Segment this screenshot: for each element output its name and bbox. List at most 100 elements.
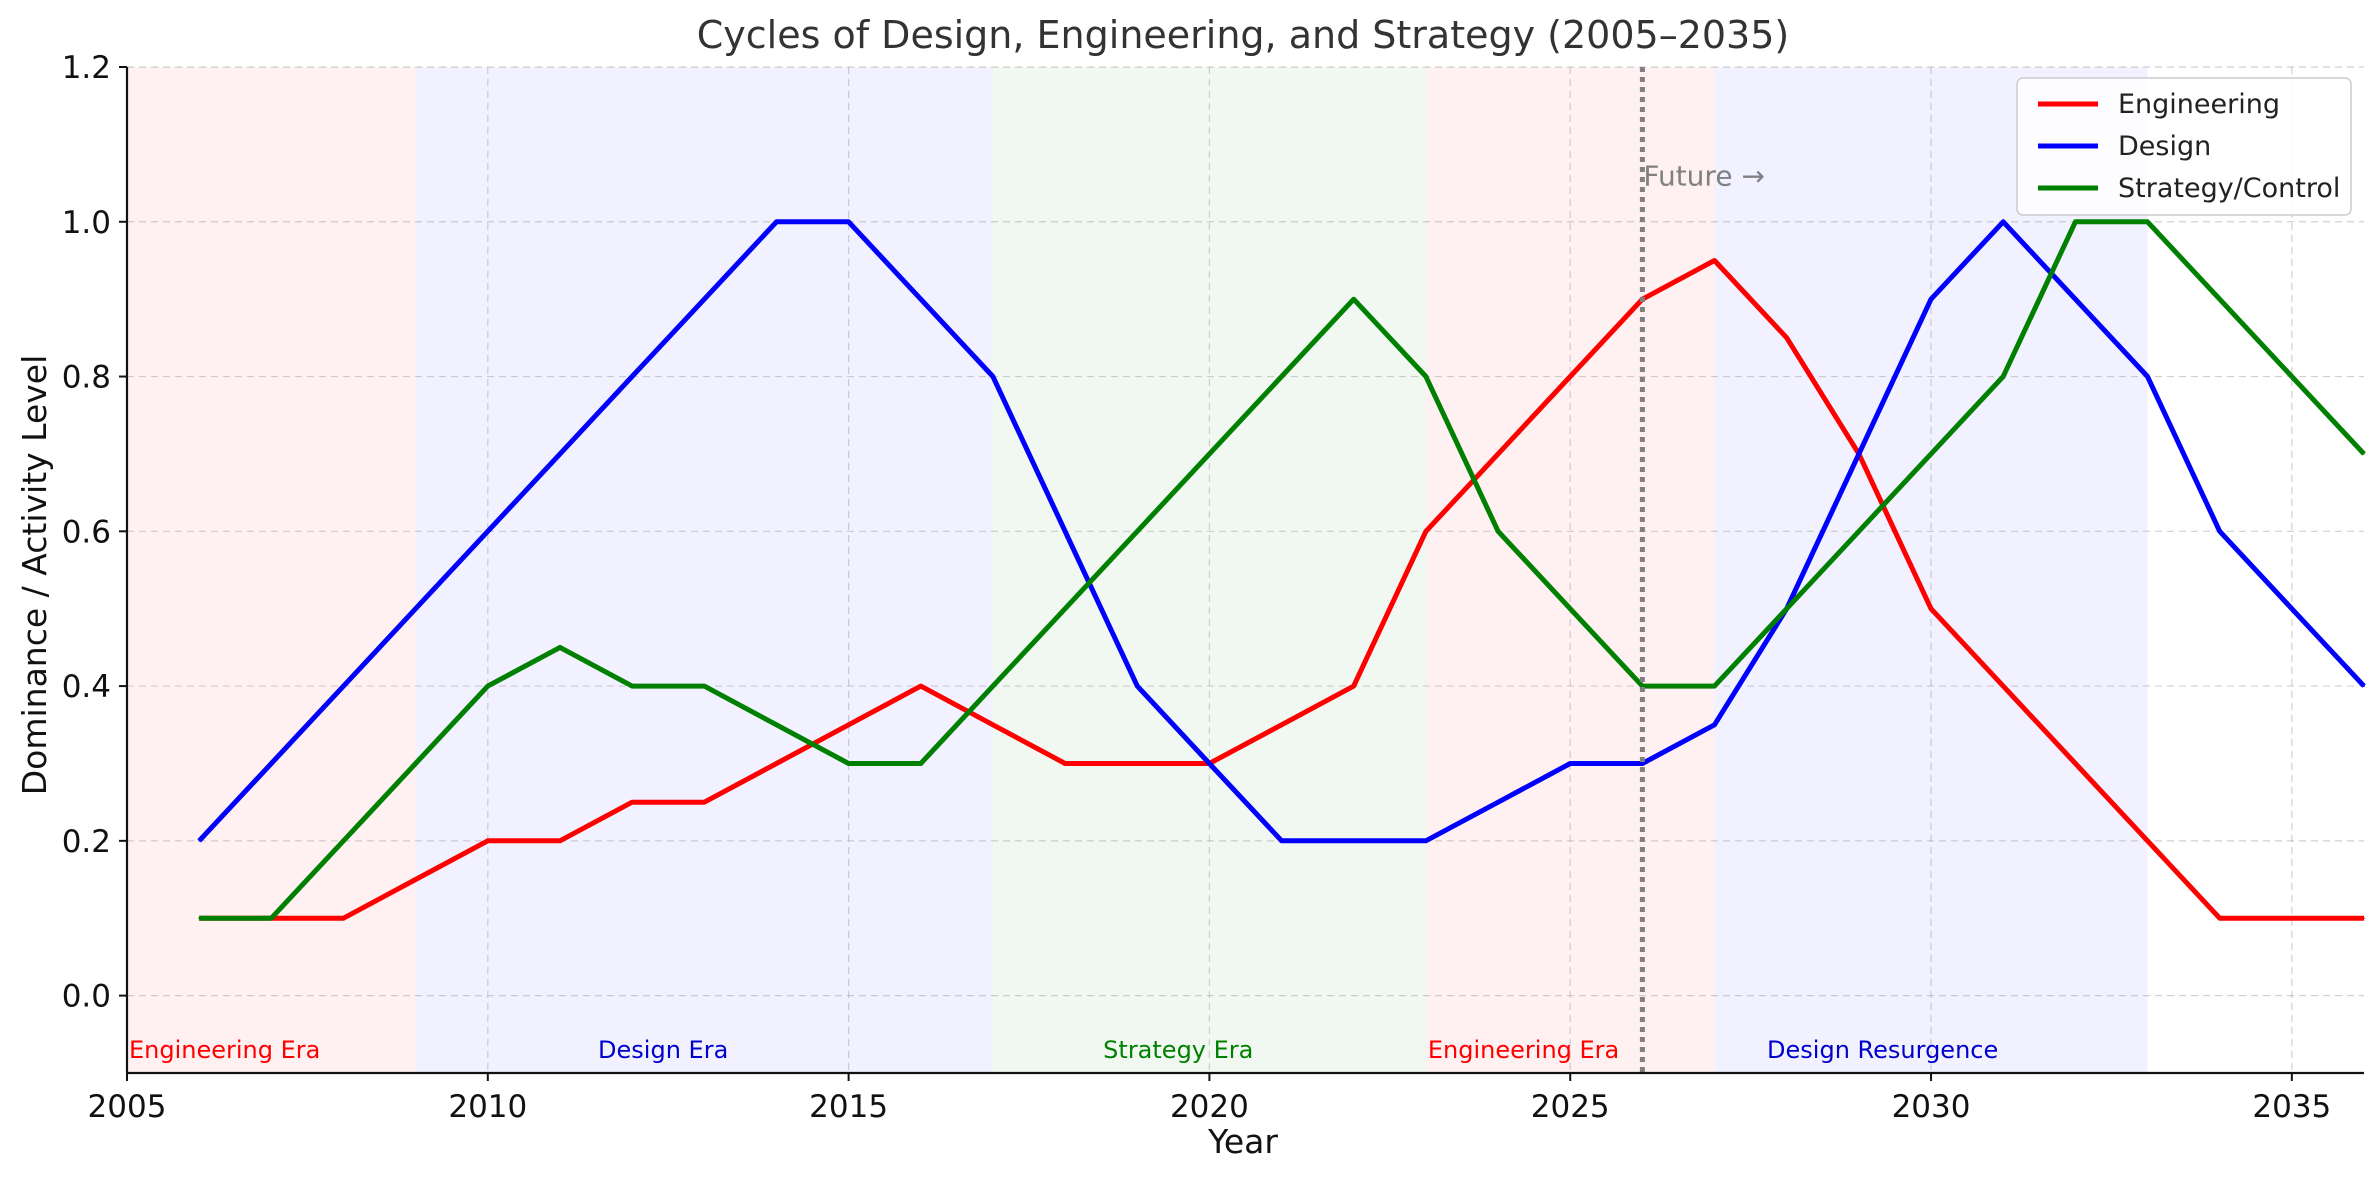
- data-point-strategy-control-2017: [992, 685, 994, 687]
- data-point-strategy-control-2023: [1425, 375, 1427, 378]
- future-divider-group: Future →: [1639, 67, 1765, 1073]
- x-tick-label-2010: 2010: [448, 1089, 527, 1125]
- data-point-design-2017: [992, 375, 994, 378]
- era-label-1: Design Era: [598, 1036, 728, 1064]
- data-point-design-2023: [1425, 840, 1427, 842]
- era-band-3: [1425, 67, 1715, 1073]
- data-point-engineering-2010: [487, 840, 489, 842]
- data-point-design-2029: [1858, 453, 1860, 455]
- data-point-design-2015: [847, 220, 850, 223]
- era-bands: [127, 67, 2148, 1073]
- data-point-strategy-control-2013: [703, 685, 706, 687]
- data-point-design-2009: [414, 607, 417, 610]
- data-point-design-2026: [1641, 762, 1644, 765]
- data-point-strategy-control-2016: [919, 762, 922, 765]
- data-point-engineering-2033: [2146, 840, 2149, 842]
- data-point-strategy-control-2035: [2291, 375, 2293, 378]
- data-point-strategy-control-2011: [559, 646, 561, 649]
- future-annotation: Future →: [1643, 159, 1765, 192]
- data-point-engineering-2030: [1930, 607, 1932, 610]
- data-point-engineering-2036: [2363, 917, 2365, 920]
- data-point-engineering-2022: [1352, 685, 1355, 687]
- data-point-design-2006: [198, 840, 200, 842]
- data-point-design-2031: [2002, 220, 2004, 223]
- y-axis-title: Dominance / Activity Level: [15, 355, 54, 796]
- data-point-engineering-2012: [631, 801, 633, 803]
- y-tick-label-0.0: 0.0: [62, 979, 111, 1015]
- data-point-engineering-2025: [1569, 375, 1572, 378]
- data-point-engineering-2027: [1713, 259, 1716, 262]
- era-labels: Engineering Era Design Era Strategy Era Eng…: [129, 1036, 1998, 1064]
- data-point-engineering-2013: [703, 801, 706, 803]
- data-point-design-2007: [270, 762, 273, 765]
- data-point-strategy-control-2014: [775, 723, 778, 726]
- y-tick-label-0.6: 0.6: [62, 514, 111, 550]
- data-point-design-2014: [775, 220, 778, 223]
- data-point-strategy-control-2028: [1785, 607, 1788, 610]
- data-point-design-2036: [2363, 685, 2365, 687]
- era-band-4: [1714, 67, 2148, 1073]
- era-label-2: Strategy Era: [1103, 1036, 1253, 1064]
- data-point-engineering-2028: [1785, 337, 1788, 339]
- x-tick-label-2025: 2025: [1531, 1089, 1610, 1125]
- x-tick-label-2020: 2020: [1170, 1089, 1249, 1125]
- data-point-design-2025: [1569, 762, 1572, 765]
- x-tick-label-2015: 2015: [809, 1089, 888, 1125]
- data-point-strategy-control-2010: [487, 685, 489, 687]
- era-label-0: Engineering Era: [129, 1036, 320, 1064]
- data-point-strategy-control-2015: [847, 762, 850, 765]
- data-point-strategy-control-2034: [2218, 298, 2221, 300]
- data-point-design-2021: [1280, 840, 1283, 842]
- data-point-strategy-control-2019: [1136, 530, 1139, 533]
- data-point-design-2018: [1064, 530, 1066, 533]
- era-label-3: Engineering Era: [1428, 1036, 1619, 1064]
- y-tick-label-0.8: 0.8: [62, 360, 111, 396]
- legend-label-design: Design: [2118, 131, 2211, 162]
- data-point-engineering-2016: [919, 685, 922, 687]
- data-point-strategy-control-2022: [1352, 298, 1355, 300]
- data-point-strategy-control-2030: [1930, 453, 1932, 455]
- data-point-design-2011: [559, 453, 561, 455]
- y-tick-label-1.2: 1.2: [62, 50, 111, 86]
- data-point-strategy-control-2032: [2074, 220, 2077, 223]
- data-point-design-2034: [2218, 530, 2221, 533]
- data-point-engineering-2014: [775, 762, 778, 765]
- data-point-design-2016: [919, 298, 922, 300]
- x-tick-label-2035: 2035: [2252, 1089, 2331, 1125]
- data-point-engineering-2034: [2218, 917, 2221, 920]
- data-point-strategy-control-2027: [1713, 685, 1716, 687]
- data-point-design-2022: [1352, 840, 1355, 842]
- legend: Engineering Design Strategy/Control: [2016, 77, 2352, 216]
- data-point-strategy-control-2029: [1858, 530, 1860, 533]
- x-axis-title: Year: [1207, 1122, 1278, 1161]
- y-tick-label-1.0: 1.0: [62, 205, 111, 241]
- data-point-strategy-control-2021: [1280, 375, 1283, 378]
- series-lines: [197, 219, 2366, 921]
- data-point-strategy-control-2036: [2363, 453, 2365, 455]
- data-point-strategy-control-2020: [1208, 453, 1211, 455]
- data-point-strategy-control-2008: [342, 840, 345, 842]
- legend-label-strategy-control: Strategy/Control: [2118, 173, 2340, 204]
- data-point-engineering-2023: [1425, 530, 1427, 533]
- era-band-1: [415, 67, 993, 1073]
- data-point-strategy-control-2009: [414, 762, 417, 765]
- tick-labels: 2005 2010 2015 2020 2025 2030 2035 0.0 0.2 0.4 0.6…: [62, 50, 2332, 1125]
- data-point-engineering-2031: [2002, 685, 2004, 687]
- y-tick-label-0.4: 0.4: [62, 669, 111, 705]
- data-point-design-2035: [2291, 607, 2293, 610]
- x-tick-label-2030: 2030: [1892, 1089, 1971, 1125]
- data-point-design-2008: [342, 685, 345, 687]
- era-label-4: Design Resurgence: [1767, 1036, 1998, 1064]
- data-point-strategy-control-2033: [2146, 220, 2149, 223]
- data-point-strategy-control-2026: [1641, 685, 1644, 687]
- data-point-design-2013: [703, 298, 706, 300]
- data-point-design-2033: [2146, 375, 2149, 378]
- era-band-2: [992, 67, 1426, 1073]
- data-point-engineering-2017: [992, 723, 994, 726]
- data-point-engineering-2035: [2291, 917, 2293, 920]
- data-point-design-2032: [2074, 298, 2077, 300]
- data-point-engineering-2018: [1064, 762, 1066, 765]
- data-point-design-2024: [1497, 801, 1499, 803]
